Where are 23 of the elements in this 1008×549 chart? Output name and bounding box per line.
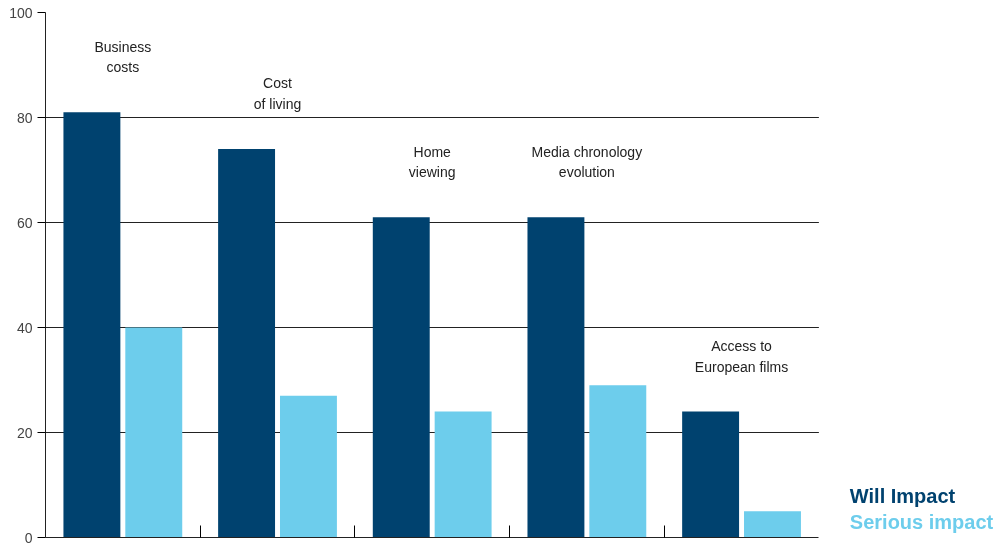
y-tick-label: 80 [16, 109, 33, 126]
bar [372, 217, 430, 538]
y-tick-label: 0 [24, 529, 33, 546]
text: Will Impact [849, 484, 956, 507]
x-tick-label: Cost of living [253, 75, 302, 113]
bar [744, 511, 801, 538]
y-tick-label: 100 [9, 4, 33, 21]
y-tick-label: 60 [16, 214, 33, 231]
bar [682, 411, 740, 538]
bar [434, 411, 492, 538]
bar [589, 385, 647, 538]
y-tick-label: 20 [16, 424, 33, 441]
bar [218, 149, 276, 538]
bar [125, 327, 183, 538]
bar [527, 217, 585, 538]
x-tick-label: Media chronology evolution [531, 143, 643, 181]
y-tick-label: 40 [16, 319, 33, 336]
bar [63, 112, 121, 538]
text: Serious impact [849, 510, 994, 533]
x-tick-label: Business costs [94, 38, 152, 76]
bar [279, 395, 337, 538]
x-tick-label: Access to European films [694, 337, 789, 375]
x-tick-label: Home viewing [408, 143, 456, 181]
